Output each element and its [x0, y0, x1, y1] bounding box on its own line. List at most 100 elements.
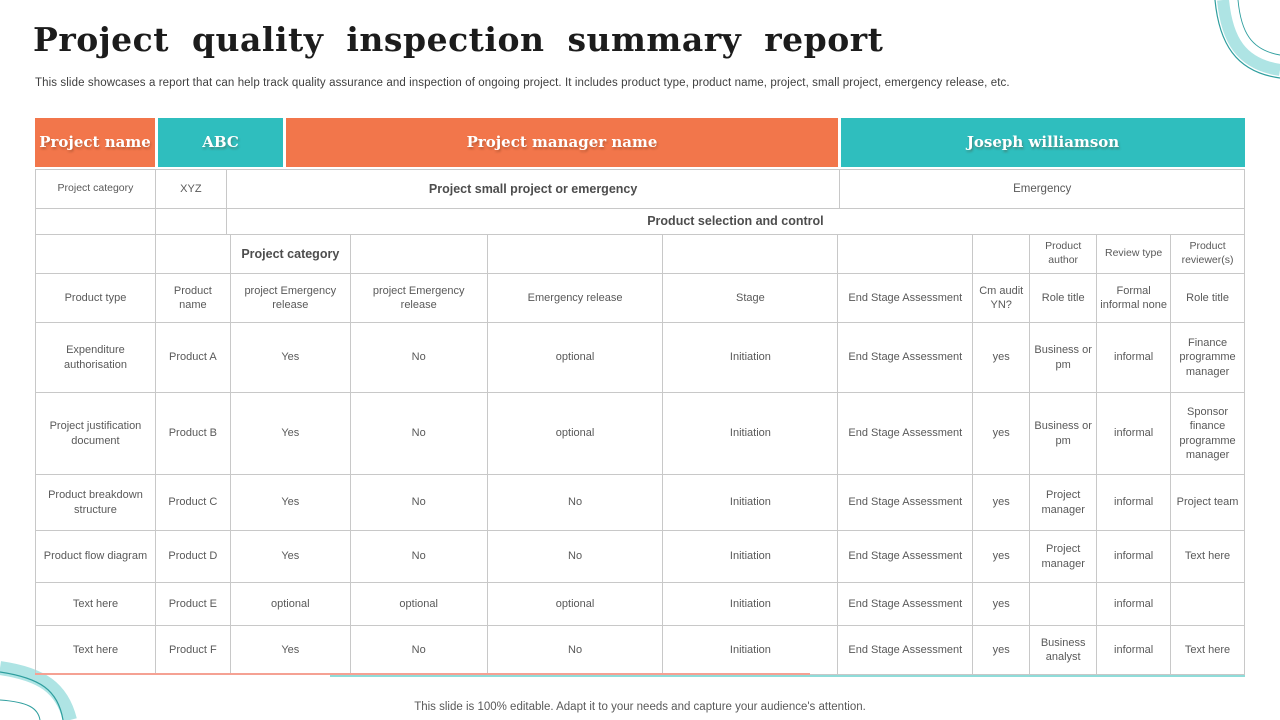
column-header-cell: Role title	[1171, 274, 1246, 323]
table-cell: No	[350, 531, 488, 583]
cell-product-author-header: Product author	[1030, 235, 1098, 274]
header-cell-project-manager-value: Joseph williamson	[841, 118, 1245, 167]
cell-empty	[973, 235, 1031, 274]
table-accent-teal-line	[330, 675, 1245, 677]
column-header-cell: Emergency release	[487, 274, 664, 323]
column-header-cell: Cm audit YN?	[973, 274, 1031, 323]
table-cell: No	[487, 475, 664, 531]
cell-small-project-or-emergency-label: Project small project or emergency	[226, 170, 841, 209]
table-cell: Yes	[230, 393, 351, 475]
cell-product-reviewer-header: Product reviewer(s)	[1171, 235, 1246, 274]
table-cell: Text here	[36, 626, 156, 675]
table-cell: Product C	[155, 475, 231, 531]
cell-empty	[155, 235, 231, 274]
cell-empty	[350, 235, 488, 274]
table-cell: End Stage Assessment	[838, 583, 974, 626]
table-row-project-category: Project category XYZ Project small proje…	[36, 170, 1245, 209]
table-cell: No	[350, 393, 488, 475]
cell-empty	[663, 235, 839, 274]
corner-swoosh-top-right-decoration	[1214, 0, 1280, 79]
cell-project-category-header: Project category	[230, 235, 351, 274]
cell-empty	[155, 209, 227, 235]
table-cell: End Stage Assessment	[838, 626, 974, 675]
table-cell: Yes	[230, 531, 351, 583]
table-cell: Business analyst	[1030, 626, 1098, 675]
table-cell: Product flow diagram	[36, 531, 156, 583]
table-cell: yes	[973, 626, 1031, 675]
table-cell: Project team	[1171, 475, 1246, 531]
table-header-band: Project name ABC Project manager name Jo…	[35, 118, 1245, 167]
table-cell: Initiation	[663, 531, 839, 583]
table-cell: Project manager	[1030, 475, 1098, 531]
table-row: Expenditure authorisation Product A Yes No o…	[36, 323, 1246, 393]
table-cell: Project manager	[1030, 531, 1098, 583]
table-cell: informal	[1097, 626, 1172, 675]
table-cell: Yes	[230, 475, 351, 531]
column-header-cell: project Emergency release	[350, 274, 488, 323]
table-cell: No	[350, 323, 488, 393]
table-cell: Initiation	[663, 475, 839, 531]
cell-review-type-header: Review type	[1097, 235, 1172, 274]
column-header-cell: Stage	[663, 274, 839, 323]
table-cell: Yes	[230, 626, 351, 675]
table-row: Product breakdown structure Product C Yes N…	[36, 475, 1246, 531]
column-header-cell: Formal informal none	[1097, 274, 1172, 323]
table-grid: Project category XYZ Project small proje…	[35, 169, 1246, 675]
table-cell: Initiation	[663, 626, 839, 675]
table-column-header-row: Product type Product name project Emergenc…	[36, 274, 1246, 323]
table-cell: Product E	[155, 583, 231, 626]
table-cell: Text here	[1171, 531, 1246, 583]
table-cell: Product breakdown structure	[36, 475, 156, 531]
cell-product-selection-and-control: Product selection and control	[226, 209, 1246, 235]
table-cell: End Stage Assessment	[838, 393, 974, 475]
column-header-cell: End Stage Assessment	[838, 274, 974, 323]
table-cell: No	[487, 531, 664, 583]
table-cell: yes	[973, 323, 1031, 393]
table-cell: Text here	[1171, 626, 1246, 675]
table-cell: yes	[973, 583, 1031, 626]
table-row-product-selection: Product selection and control	[36, 209, 1246, 235]
table-cell: Project justification document	[36, 393, 156, 475]
footer-note: This slide is 100% editable. Adapt it to…	[414, 701, 866, 713]
cell-empty	[36, 209, 156, 235]
table-cell: informal	[1097, 393, 1172, 475]
table-cell: End Stage Assessment	[838, 531, 974, 583]
table-row-subheaders: Project category Product author Review t…	[36, 235, 1246, 274]
table-cell: Business or pm	[1030, 323, 1098, 393]
table-cell: yes	[973, 475, 1031, 531]
table-cell: informal	[1097, 531, 1172, 583]
table-cell: Initiation	[663, 393, 839, 475]
cell-empty	[36, 235, 156, 274]
table-cell: optional	[230, 583, 351, 626]
header-cell-project-manager-name: Project manager name	[286, 118, 838, 167]
cell-project-category-label: Project category	[36, 170, 156, 209]
cell-empty	[838, 235, 974, 274]
cell-small-project-or-emergency-value: Emergency	[840, 170, 1245, 209]
table-cell: End Stage Assessment	[838, 323, 974, 393]
table-cell: End Stage Assessment	[838, 475, 974, 531]
table-cell: Product B	[155, 393, 231, 475]
table-cell: optional	[487, 393, 664, 475]
table-cell: optional	[487, 583, 664, 626]
table-row: Text here Product F Yes No No Initiation End S…	[36, 626, 1246, 675]
table-cell: No	[350, 475, 488, 531]
table-cell: No	[487, 626, 664, 675]
table-cell: optional	[487, 323, 664, 393]
table-cell: Initiation	[663, 583, 839, 626]
table-cell	[1171, 583, 1246, 626]
table-cell: Business or pm	[1030, 393, 1098, 475]
table-cell: informal	[1097, 475, 1172, 531]
table-cell: Finance programme manager	[1171, 323, 1246, 393]
table-cell: Sponsor finance programme manager	[1171, 393, 1246, 475]
table-cell: informal	[1097, 323, 1172, 393]
table-cell: Yes	[230, 323, 351, 393]
table-cell: Product F	[155, 626, 231, 675]
column-header-cell: project Emergency release	[230, 274, 351, 323]
table-cell: Text here	[36, 583, 156, 626]
table-cell: Initiation	[663, 323, 839, 393]
table-cell: Product D	[155, 531, 231, 583]
cell-empty	[487, 235, 664, 274]
slide-title: Project quality inspection summary repor…	[33, 20, 884, 59]
